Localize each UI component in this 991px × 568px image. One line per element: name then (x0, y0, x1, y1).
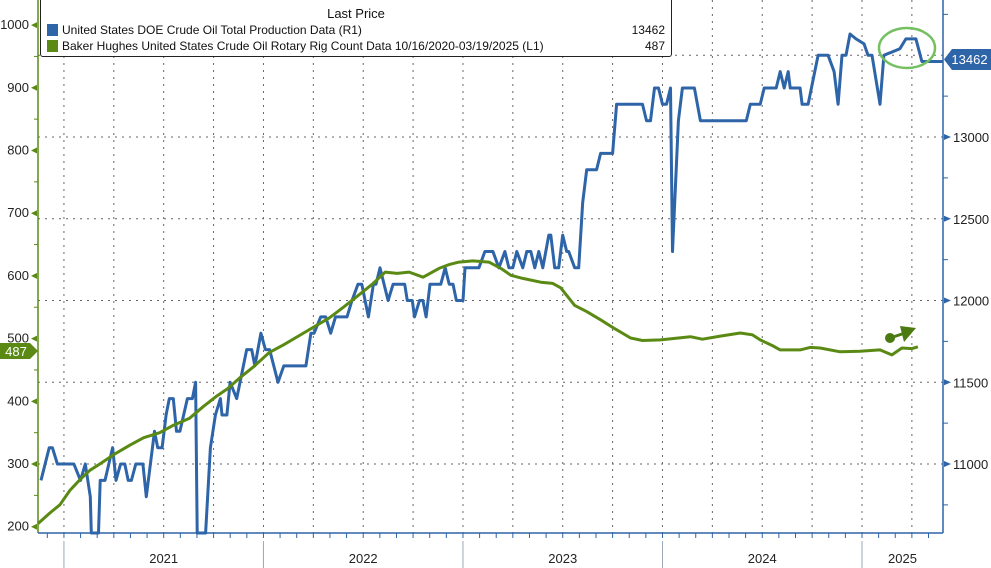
x-tick-label: 2023 (548, 551, 577, 566)
x-tick-label: 2025 (888, 551, 917, 566)
rig-count-series-line (37, 259, 919, 525)
legend-label: Baker Hughes United States Crude Oil Rot… (62, 39, 544, 53)
left-tick-label: 600 (7, 268, 29, 283)
legend-swatch-blue (47, 24, 58, 36)
left-tick-mark (31, 398, 37, 405)
left-tick-label: 200 (7, 519, 29, 534)
left-tick-mark (31, 147, 37, 154)
legend-title: Last Price (327, 6, 385, 21)
left-tick-mark (31, 461, 37, 468)
left-tick-mark (31, 22, 37, 29)
right-tick-mark (944, 215, 951, 222)
right-tick-mark (944, 297, 951, 304)
legend-entry-rig-count: Baker Hughes United States Crude Oil Rot… (47, 38, 665, 54)
right-tick-label: 12000 (953, 294, 989, 309)
arrow-annotation-icon (885, 326, 916, 343)
right-tick-mark (944, 134, 951, 141)
legend-swatch-green (47, 40, 58, 52)
right-tick-mark (944, 461, 951, 468)
right-tick-label: 11000 (953, 457, 988, 472)
right-tick-mark (944, 379, 951, 386)
x-tick-label: 2021 (149, 551, 178, 566)
legend-entry-production: United States DOE Crude Oil Total Produc… (47, 22, 665, 38)
last-value-label-left: 487 (0, 343, 38, 359)
left-tick-mark (31, 523, 37, 530)
last-value-label-right: 13462 (944, 49, 991, 70)
left-tick-label: 300 (7, 456, 29, 471)
legend-value: 13462 (631, 23, 665, 37)
left-tick-label: 400 (7, 393, 29, 408)
left-tick-mark (31, 272, 37, 279)
left-tick-label: 700 (7, 205, 29, 220)
left-tick-label: 900 (7, 80, 29, 95)
legend-value: 487 (644, 39, 665, 53)
left-tick-mark (31, 210, 37, 217)
left-tick-label: 1000 (0, 17, 29, 32)
left-tick-mark (31, 84, 37, 91)
right-tick-label: 11500 (953, 375, 988, 390)
left-tick-label: 500 (7, 331, 29, 346)
legend-label: United States DOE Crude Oil Total Produc… (62, 23, 362, 37)
x-tick-label: 2024 (748, 551, 777, 566)
left-tick-mark (31, 335, 37, 342)
right-tick-label: 12500 (953, 212, 989, 227)
series-group (37, 32, 943, 535)
right-tick-label: 13000 (953, 130, 989, 145)
left-tick-label: 800 (7, 142, 29, 157)
highlight-ellipse (877, 26, 937, 70)
legend: Last Price United States DOE Crude Oil T… (40, 0, 672, 57)
x-tick-label: 2022 (349, 551, 378, 566)
production-series-line (39, 32, 943, 535)
gridlines (38, 0, 943, 533)
